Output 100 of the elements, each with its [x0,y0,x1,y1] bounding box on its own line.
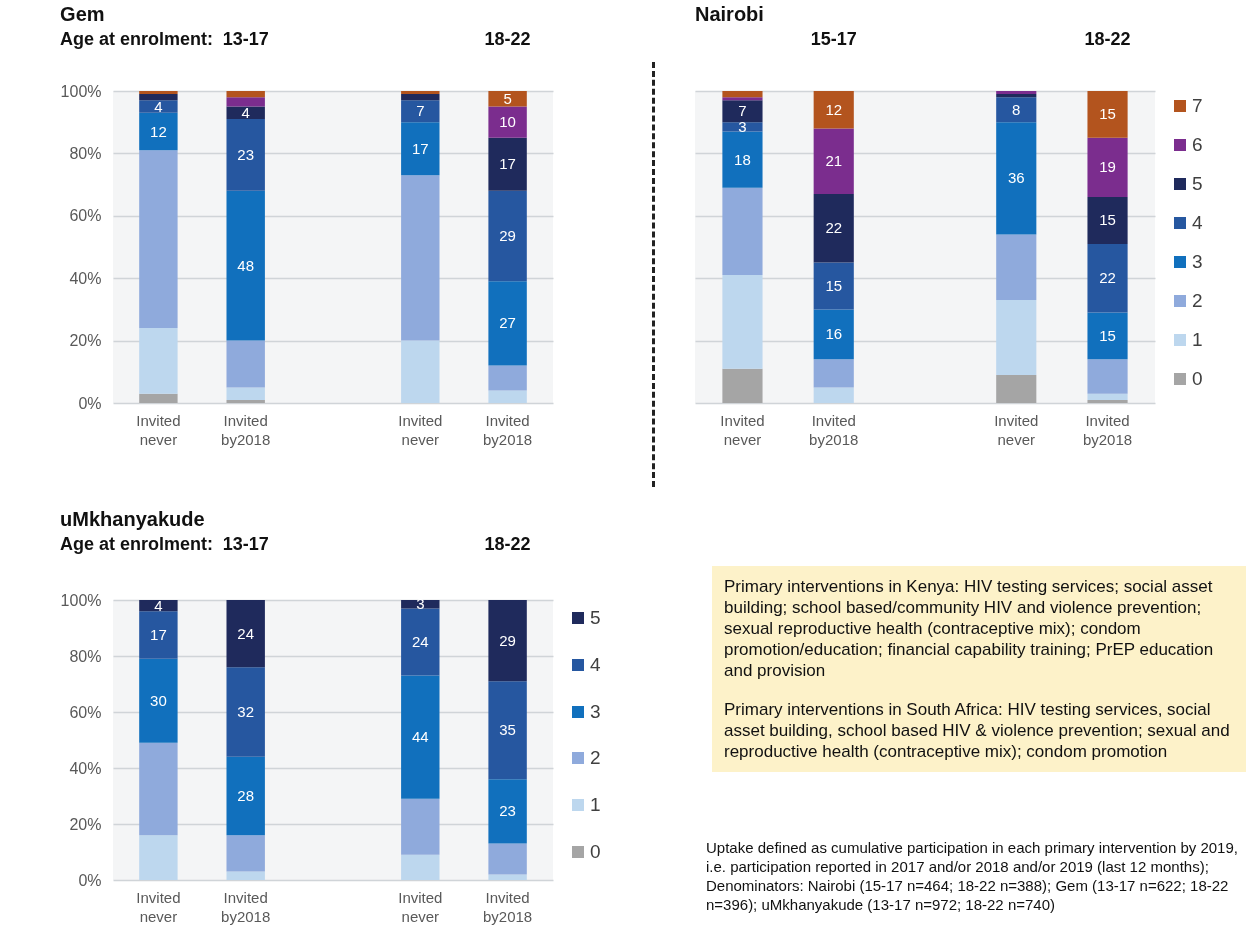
data-label: 3 [738,117,747,135]
data-label: 22 [825,219,843,237]
y-tick-label: 100% [60,591,102,609]
bar [1087,137,1128,198]
data-label: 24 [411,633,429,650]
data-label: 17 [499,155,516,173]
bar [139,328,178,394]
chart-title: Gem [60,3,105,25]
bar [488,843,527,875]
bar [401,91,440,95]
y-tick-label: 60% [69,703,102,721]
data-label: 21 [825,152,843,170]
bar [226,387,265,400]
data-label: 28 [237,787,255,804]
text: 18-22 [484,29,531,49]
bar [401,340,440,403]
chart-subtitle: Age at enrolment: [60,534,214,554]
bar [226,667,265,757]
x-tick-label: Invited by2018 [482,888,533,925]
bar [488,190,527,282]
bar [488,874,527,880]
bar [722,131,763,188]
data-label: 17 [411,139,429,157]
bar [401,675,440,799]
bar [488,281,527,366]
data-label: 7 [738,102,747,120]
data-label: 29 [499,631,516,649]
bar [1087,91,1128,138]
bar [722,97,763,101]
data-label: 15 [1099,105,1116,123]
bar [488,681,527,780]
bar [226,340,265,388]
legend-label: 0 [1192,367,1203,390]
data-label: 19 [1099,158,1116,176]
data-label: 35 [499,721,516,739]
bar [722,122,763,132]
legend-label: 6 [1192,133,1203,156]
bar [813,309,854,360]
text: Primary interventions in South Africa: HIV testing services, social asset building, school based HIV & violence prevention; sexual and reproductive health (contraceptive mix); condom promotion [724,699,1231,762]
data-label: 12 [150,122,167,140]
chart-title: uMkhanyakude [60,508,205,530]
text: 15-17 [810,29,857,49]
data-label: 22 [1099,269,1116,287]
bar [401,854,440,880]
bar [488,390,527,403]
data-label: 32 [237,703,255,720]
data-label: 7 [416,102,425,120]
bar [722,187,763,276]
bar [139,100,178,113]
bar [139,112,178,151]
bar [401,94,440,101]
bar [813,128,854,194]
bar [1087,312,1128,360]
bar [488,106,527,138]
bar [401,608,440,676]
x-tick-label: Invited never [994,411,1039,448]
bar [139,600,178,612]
legend-label: 1 [590,794,601,816]
bar [488,600,527,682]
legend-label: 2 [590,747,601,770]
legend-label: 1 [1192,328,1203,351]
bar [488,779,527,844]
bar [139,742,178,836]
y-tick-label: 20% [69,815,102,833]
bar [996,122,1037,235]
bar [722,91,763,98]
chart-subtitle: Age at enrolment: [60,29,214,49]
bar [813,193,854,263]
text: Uptake defined as cumulative participation in each primary intervention by 2019, i.e. participation reported in 2017 and/or 2018 and/or 2019 (last 12 months); Denominators: Nairobi (15-17 n=464; 18-22 n=388); Gem (13-17 n=622; 18-22 n=396); uMkhanyakude (13-17 n=972; 18-22 n=740) [706,838,1239,914]
text: 13-17 [222,29,269,49]
data-label: 44 [411,728,429,746]
bar [226,835,265,872]
bar [996,300,1037,375]
bar [1087,197,1128,244]
x-tick-label: Invited by2018 [1082,411,1133,448]
data-label: 4 [154,596,163,614]
bar [226,97,265,107]
y-tick-label: 40% [69,759,102,777]
data-label: 15 [1099,211,1116,229]
bar [722,368,763,403]
bar [1087,399,1128,403]
bar [401,122,440,176]
bar [226,119,265,191]
text: Primary interventions in Kenya: HIV testing services; social asset building; school based/community HIV and violence prevention; sexual reproductive health (contraceptive mix); condom promotion/education; financial capability training; PrEP education and provision [724,576,1215,681]
y-tick-label: 20% [69,332,102,350]
bar [813,387,854,403]
x-tick-label: Invited never [720,411,765,448]
x-tick-label: Invited by2018 [221,411,271,448]
data-label: 27 [499,314,516,332]
bar [401,798,440,855]
bar [139,835,178,880]
bar [1087,393,1128,400]
data-label: 29 [499,227,516,245]
bar [226,600,265,668]
bar [1087,359,1128,394]
x-tick-label: Invited by2018 [809,411,859,448]
data-label: 5 [503,89,512,107]
bar [226,190,265,341]
data-label: 3 [416,595,425,613]
bar [139,658,178,743]
